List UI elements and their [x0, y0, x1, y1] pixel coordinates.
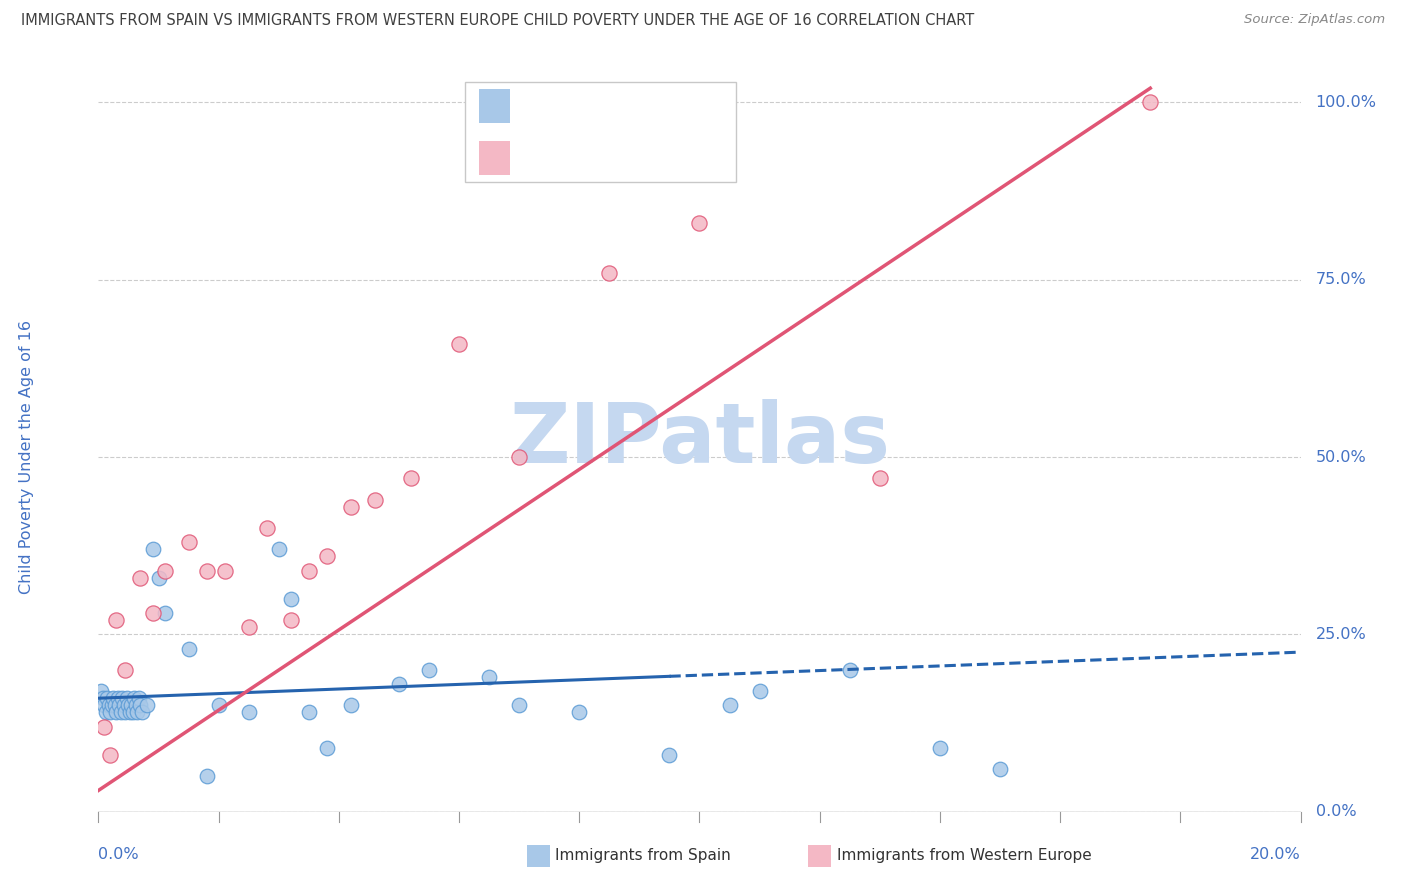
Point: [298, 564, 321, 578]
Point: [929, 740, 952, 755]
Point: [91, 691, 114, 706]
Point: [1139, 95, 1161, 110]
Point: [340, 698, 363, 713]
Point: [208, 698, 231, 713]
Point: [90, 684, 112, 698]
Point: [103, 691, 125, 706]
Point: [127, 706, 149, 720]
Point: [111, 691, 134, 706]
Point: [114, 663, 136, 677]
Point: [388, 677, 411, 691]
Point: [122, 706, 145, 720]
Point: [112, 698, 135, 713]
Point: [508, 450, 530, 464]
Point: [238, 706, 260, 720]
Point: [125, 698, 148, 713]
Text: 0.0%: 0.0%: [1316, 805, 1357, 819]
Point: [107, 691, 129, 706]
Point: [177, 641, 200, 656]
Text: Source: ZipAtlas.com: Source: ZipAtlas.com: [1244, 13, 1385, 27]
Point: [267, 542, 290, 557]
Point: [658, 747, 681, 762]
Text: R = 0.842   N = 25: R = 0.842 N = 25: [522, 149, 692, 168]
Point: [340, 500, 363, 514]
Point: [177, 535, 200, 549]
Point: [598, 266, 620, 280]
Text: 50.0%: 50.0%: [1316, 450, 1367, 465]
Point: [93, 698, 115, 713]
Text: 100.0%: 100.0%: [1316, 95, 1376, 110]
Point: [447, 336, 470, 351]
Point: [100, 747, 122, 762]
Point: [100, 698, 122, 713]
Point: [315, 740, 337, 755]
Point: [718, 698, 741, 713]
Point: [838, 663, 860, 677]
Text: ZIPatlas: ZIPatlas: [509, 399, 890, 480]
Point: [568, 706, 591, 720]
Point: [93, 720, 115, 734]
Text: 75.0%: 75.0%: [1316, 272, 1367, 287]
Point: [105, 613, 128, 627]
Point: [153, 564, 176, 578]
Point: [110, 706, 132, 720]
Point: [280, 591, 302, 606]
Text: Immigrants from Western Europe: Immigrants from Western Europe: [837, 848, 1091, 863]
Text: 0.0%: 0.0%: [98, 847, 139, 863]
Point: [141, 606, 163, 620]
Point: [195, 769, 218, 783]
Point: [96, 691, 118, 706]
Point: [364, 492, 387, 507]
Point: [108, 698, 131, 713]
Point: [238, 620, 260, 634]
Point: [418, 663, 440, 677]
Point: [399, 471, 422, 485]
Point: [214, 564, 236, 578]
Point: [121, 698, 143, 713]
Point: [256, 521, 278, 535]
Point: [508, 698, 530, 713]
Point: [131, 706, 153, 720]
Point: [478, 670, 501, 684]
Point: [195, 564, 218, 578]
Point: [128, 691, 150, 706]
Point: [988, 762, 1011, 776]
Point: [124, 691, 146, 706]
Text: 20.0%: 20.0%: [1250, 847, 1301, 863]
Point: [135, 698, 157, 713]
Point: [94, 706, 117, 720]
Point: [129, 571, 152, 585]
Point: [688, 216, 710, 230]
Text: IMMIGRANTS FROM SPAIN VS IMMIGRANTS FROM WESTERN EUROPE CHILD POVERTY UNDER THE : IMMIGRANTS FROM SPAIN VS IMMIGRANTS FROM…: [21, 13, 974, 29]
Point: [104, 698, 127, 713]
Point: [117, 691, 139, 706]
Point: [869, 471, 891, 485]
Point: [153, 606, 176, 620]
Point: [98, 698, 121, 713]
Point: [748, 684, 770, 698]
Point: [105, 706, 128, 720]
Point: [100, 706, 122, 720]
Point: [114, 706, 136, 720]
Point: [148, 571, 170, 585]
Text: R = 0.070   N = 52: R = 0.070 N = 52: [522, 97, 692, 115]
Text: Immigrants from Spain: Immigrants from Spain: [555, 848, 731, 863]
Point: [315, 549, 337, 564]
Point: [280, 613, 302, 627]
Point: [298, 706, 321, 720]
Text: Child Poverty Under the Age of 16: Child Poverty Under the Age of 16: [18, 320, 34, 594]
Point: [129, 698, 152, 713]
Point: [118, 706, 141, 720]
Text: 25.0%: 25.0%: [1316, 627, 1367, 642]
Point: [141, 542, 163, 557]
Point: [117, 698, 139, 713]
